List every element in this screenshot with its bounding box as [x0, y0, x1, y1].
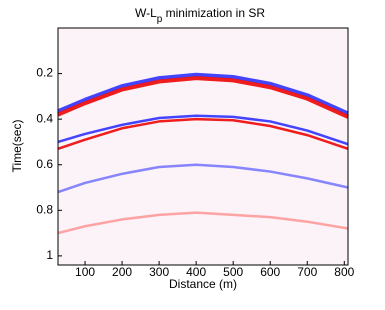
x-tick-label: 200: [112, 265, 132, 279]
x-tick-label: 100: [75, 265, 95, 279]
chart-title: W-Lp minimization in SR: [135, 6, 265, 24]
plot-background: [58, 28, 348, 265]
seismic-event: [57, 211, 349, 235]
x-axis-label: Distance (m): [169, 277, 237, 291]
seismic-event: [57, 163, 349, 194]
plot-frame: [57, 27, 349, 266]
seismic-event: [57, 114, 349, 146]
y-tick-label: 0.8: [36, 202, 53, 216]
x-tick-label: 600: [260, 265, 280, 279]
y-tick-label: 0.6: [36, 157, 53, 171]
x-tick-label: 700: [297, 265, 317, 279]
x-tick-label: 300: [149, 265, 169, 279]
seismic-event: [57, 72, 349, 116]
seismic-event: [57, 76, 349, 119]
y-tick-label: 1: [46, 248, 53, 262]
seismic-event: [57, 117, 349, 150]
y-tick-label: 0.2: [36, 66, 53, 80]
title-text: W-L: [135, 6, 157, 20]
x-tick-label: 800: [334, 265, 354, 279]
y-tick-label: 0.4: [36, 111, 53, 125]
title-text: minimization in SR: [162, 6, 265, 20]
x-tick-label: 500: [223, 265, 243, 279]
x-tick-label: 400: [186, 265, 206, 279]
title-subscript: p: [157, 14, 163, 25]
y-axis-label: Time(sec): [10, 120, 24, 173]
